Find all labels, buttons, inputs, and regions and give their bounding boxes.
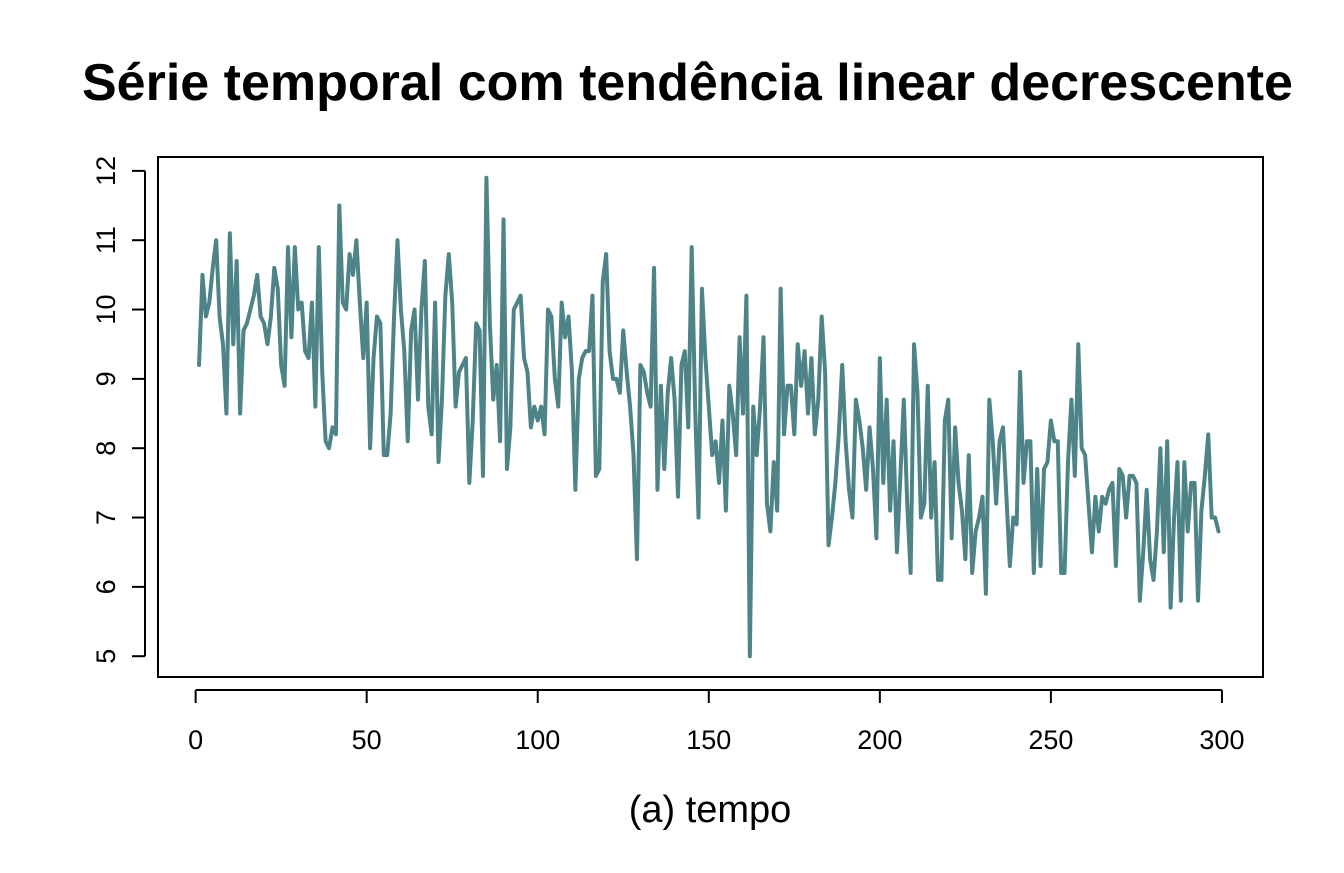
x-tick-label: 50 <box>352 725 382 755</box>
y-tick-label: 7 <box>91 510 121 525</box>
x-tick-label: 150 <box>686 725 731 755</box>
y-tick-label: 5 <box>91 649 121 664</box>
x-tick-label: 250 <box>1028 725 1073 755</box>
y-tick-label: 12 <box>91 156 121 186</box>
y-tick-label: 10 <box>91 295 121 325</box>
x-axis-label: (a) tempo <box>629 789 792 831</box>
x-axis: 0 50 100 150 200 250 300 <box>188 689 1244 755</box>
y-tick-label: 9 <box>91 371 121 386</box>
x-tick-label: 300 <box>1199 725 1244 755</box>
x-tick-label: 100 <box>515 725 560 755</box>
y-tick-label: 8 <box>91 441 121 456</box>
chart-title: Série temporal com tendência linear decr… <box>82 54 1293 112</box>
y-tick-label: 11 <box>91 226 121 254</box>
plot-frame <box>157 156 1264 678</box>
x-tick-label: 0 <box>188 725 203 755</box>
x-tick-label: 200 <box>857 725 902 755</box>
y-tick-label: 6 <box>91 579 121 594</box>
y-axis: 5 6 7 8 9 10 11 12 <box>91 156 146 664</box>
series-line <box>197 175 1221 659</box>
